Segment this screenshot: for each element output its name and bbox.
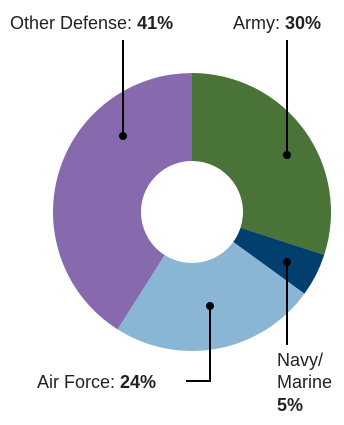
leader-dot-air-force xyxy=(206,302,214,310)
label-army-value: 30% xyxy=(285,13,321,33)
label-other-defense-value: 41% xyxy=(137,13,173,33)
label-air-force-name: Air Force: xyxy=(37,372,115,392)
slice-navy-marine xyxy=(233,227,325,294)
donut-slices xyxy=(53,73,331,351)
label-army-name: Army: xyxy=(233,13,280,33)
leader-dot-other-defense xyxy=(119,132,127,140)
leader-dot-army xyxy=(283,151,291,159)
leader-lines xyxy=(119,40,291,382)
slice-air-force xyxy=(117,241,305,351)
slice-other-defense xyxy=(53,73,192,330)
slice-army xyxy=(192,73,331,255)
label-air-force-value: 24% xyxy=(120,372,156,392)
label-navy-value: 5% xyxy=(277,395,303,415)
label-other-defense-name: Other Defense: xyxy=(10,13,132,33)
leader-line-air-force xyxy=(186,306,211,382)
label-navy-line2: Marine xyxy=(277,372,332,392)
label-army: Army: 30% xyxy=(233,13,321,33)
label-other-defense: Other Defense: 41% xyxy=(10,13,173,33)
leader-dot-navy xyxy=(283,258,291,266)
label-navy-line1: Navy/ xyxy=(277,350,323,370)
label-air-force: Air Force: 24% xyxy=(37,372,156,392)
